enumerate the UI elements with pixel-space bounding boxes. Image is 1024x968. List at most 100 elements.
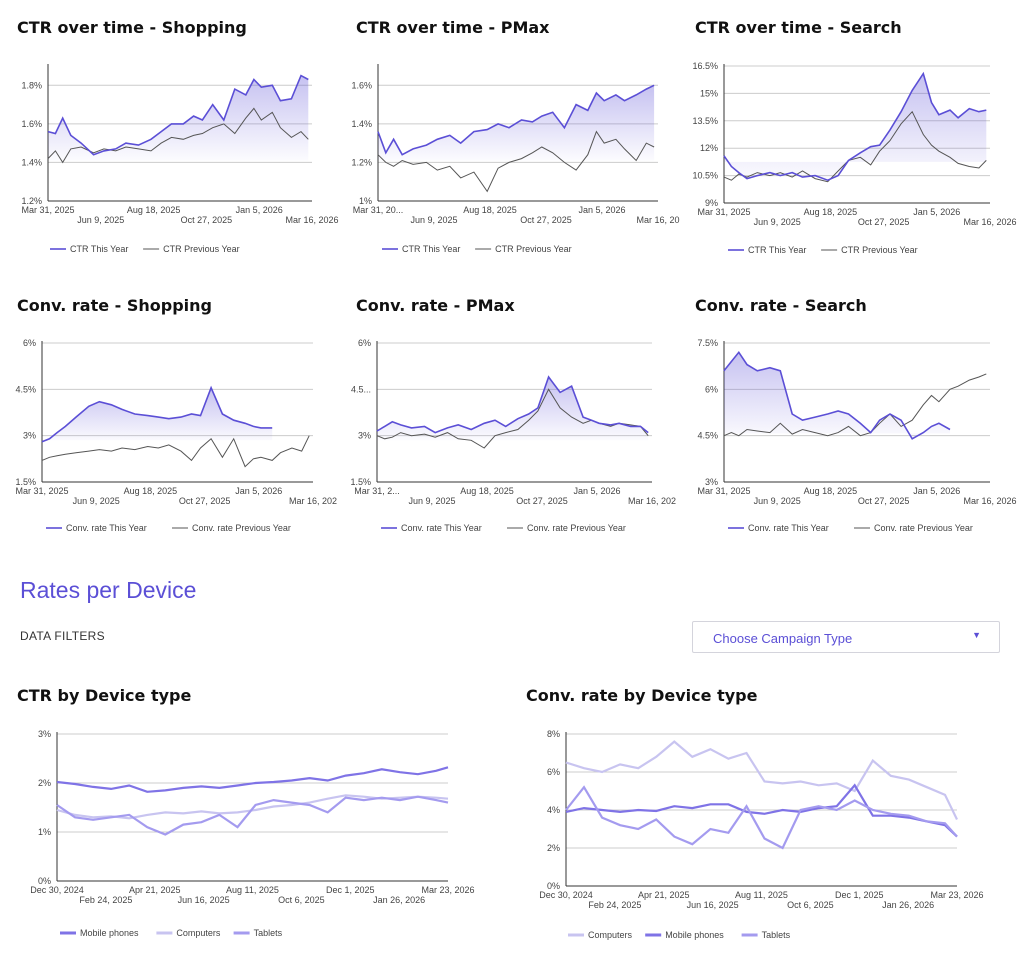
x-tick-label: Aug 11, 2025 bbox=[735, 890, 788, 900]
x-tick-label: Mar 16, 20 bbox=[636, 215, 679, 225]
series-line-this-year bbox=[723, 71, 987, 182]
x-tick-label: Mar 16, 2026 bbox=[963, 217, 1016, 227]
series-line-previous-year bbox=[723, 110, 987, 183]
legend-label-this-year: CTR This Year bbox=[70, 244, 128, 254]
x-tick-label: Mar 16, 202 bbox=[628, 496, 676, 506]
campaign-type-dropdown[interactable]: Choose Campaign Type ▼ bbox=[692, 621, 1000, 653]
x-tick-label: Oct 27, 2025 bbox=[858, 496, 910, 506]
x-tick-label: Jun 9, 2025 bbox=[754, 217, 801, 227]
x-tick-label: Jan 5, 2026 bbox=[236, 205, 283, 215]
chart-2: 9% 10.5% 12% 13.5% 15% 16.5% Mar 31, 2025 Jun 9… bbox=[692, 61, 1016, 255]
chart-1: 1% 1.2% 1.4% 1.6% Mar 31, 20... Jun 9, 2025 Au… bbox=[351, 64, 680, 254]
y-tick-label: 1% bbox=[359, 196, 372, 206]
y-tick-label: 15% bbox=[700, 88, 718, 98]
chart-4: 1.5% 3% 4.5... 6% Mar 31, 2... Jun 9, 2025 Aug… bbox=[350, 338, 676, 533]
series-line-previous-year bbox=[376, 388, 649, 449]
x-tick-label: Dec 30, 2024 bbox=[539, 890, 593, 900]
caret-down-icon[interactable]: ▼ bbox=[972, 630, 981, 640]
y-tick-label: 10.5% bbox=[692, 171, 718, 181]
x-tick-label: Feb 24, 2025 bbox=[79, 895, 132, 905]
y-tick-label: 1.2% bbox=[21, 196, 42, 206]
chart-title-ctr-pmax: CTR over time - PMax bbox=[356, 18, 550, 37]
x-tick-label: Jun 9, 2025 bbox=[73, 496, 120, 506]
x-tick-label: Aug 18, 2025 bbox=[463, 205, 517, 215]
series-line-previous-year bbox=[377, 130, 655, 193]
x-tick-label: Apr 21, 2025 bbox=[638, 890, 690, 900]
series-area bbox=[378, 85, 655, 161]
section-title: Rates per Device bbox=[20, 577, 197, 603]
y-tick-label: 1.5% bbox=[15, 477, 36, 487]
chart-title-conv-search: Conv. rate - Search bbox=[695, 296, 867, 315]
x-tick-label: Aug 18, 2025 bbox=[124, 486, 178, 496]
series-line-previous-year bbox=[723, 373, 987, 437]
x-tick-label: Mar 16, 202 bbox=[289, 496, 337, 506]
x-tick-label: Jan 5, 2026 bbox=[578, 205, 625, 215]
y-tick-label: 1.6% bbox=[21, 119, 42, 129]
legend-label-this-year: CTR This Year bbox=[402, 244, 460, 254]
y-tick-label: 3% bbox=[358, 431, 371, 441]
y-tick-label: 1.6% bbox=[351, 80, 372, 90]
x-tick-label: Oct 27, 2025 bbox=[181, 215, 233, 225]
series-area bbox=[48, 75, 309, 161]
legend-label-mobile-phones: Mobile phones bbox=[665, 930, 724, 940]
y-tick-label: 4% bbox=[547, 805, 560, 815]
x-tick-label: Oct 6, 2025 bbox=[278, 895, 325, 905]
y-tick-label: 1.5% bbox=[350, 477, 371, 487]
series-line-previous-year bbox=[47, 107, 309, 164]
series-line-tablets bbox=[56, 795, 449, 836]
series-area bbox=[42, 387, 273, 442]
chart-title-ctr-device: CTR by Device type bbox=[17, 686, 192, 705]
chart-title-conv-shopping: Conv. rate - Shopping bbox=[17, 296, 213, 315]
x-tick-label: Aug 18, 2025 bbox=[460, 486, 514, 496]
x-tick-label: Apr 21, 2025 bbox=[129, 885, 181, 895]
x-tick-label: Jan 5, 2026 bbox=[913, 207, 960, 217]
x-tick-label: Mar 16, 2026 bbox=[285, 215, 338, 225]
legend-label-tablets: Tablets bbox=[762, 930, 791, 940]
x-tick-label: Oct 27, 2025 bbox=[516, 496, 568, 506]
y-tick-label: 1.4% bbox=[21, 157, 42, 167]
series-line-this-year bbox=[377, 84, 655, 156]
campaign-type-placeholder: Choose Campaign Type bbox=[713, 631, 853, 646]
y-tick-label: 0% bbox=[38, 876, 51, 886]
y-tick-label: 16.5% bbox=[692, 61, 718, 71]
legend-label-previous-year: CTR Previous Year bbox=[841, 245, 918, 255]
x-tick-label: Oct 6, 2025 bbox=[787, 900, 834, 910]
series-line-tablets bbox=[565, 785, 958, 850]
series-line-this-year bbox=[723, 350, 951, 440]
x-tick-label: Mar 31, 2025 bbox=[697, 207, 750, 217]
x-tick-label: Mar 31, 2... bbox=[354, 486, 400, 496]
chart-title-conv-device: Conv. rate by Device type bbox=[526, 686, 758, 705]
x-tick-label: Mar 31, 20... bbox=[353, 205, 404, 215]
x-tick-label: Jan 5, 2026 bbox=[913, 486, 960, 496]
x-tick-label: Jun 16, 2025 bbox=[687, 900, 739, 910]
y-tick-label: 0% bbox=[547, 881, 560, 891]
x-tick-label: Jan 26, 2026 bbox=[373, 895, 425, 905]
series-line-previous-year bbox=[41, 435, 310, 468]
x-tick-label: Aug 18, 2025 bbox=[127, 205, 181, 215]
series-line-this-year bbox=[47, 74, 309, 156]
series-line-mobile-phones bbox=[565, 783, 958, 838]
y-tick-label: 1% bbox=[38, 827, 51, 837]
legend-label-mobile-phones: Mobile phones bbox=[80, 928, 139, 938]
data-filters-label: DATA FILTERS bbox=[20, 629, 105, 643]
x-tick-label: Dec 1, 2025 bbox=[835, 890, 884, 900]
legend-label-previous-year: Conv. rate Previous Year bbox=[874, 523, 973, 533]
chart-title-ctr-search: CTR over time - Search bbox=[695, 18, 902, 37]
x-tick-label: Aug 11, 2025 bbox=[226, 885, 279, 895]
y-tick-label: 6% bbox=[705, 384, 718, 394]
legend-label-previous-year: Conv. rate Previous Year bbox=[192, 523, 291, 533]
y-tick-label: 1.4% bbox=[351, 119, 372, 129]
legend-label-this-year: Conv. rate This Year bbox=[401, 523, 482, 533]
series-area bbox=[724, 73, 987, 181]
y-tick-label: 2% bbox=[547, 843, 560, 853]
x-tick-label: Dec 30, 2024 bbox=[30, 885, 84, 895]
y-tick-label: 3% bbox=[38, 729, 51, 739]
x-tick-label: Mar 23, 2026 bbox=[421, 885, 474, 895]
x-tick-label: Oct 27, 2025 bbox=[520, 215, 572, 225]
series-line-this-year bbox=[41, 385, 273, 443]
legend-label-previous-year: CTR Previous Year bbox=[163, 244, 240, 254]
legend-label-this-year: Conv. rate This Year bbox=[748, 523, 829, 533]
